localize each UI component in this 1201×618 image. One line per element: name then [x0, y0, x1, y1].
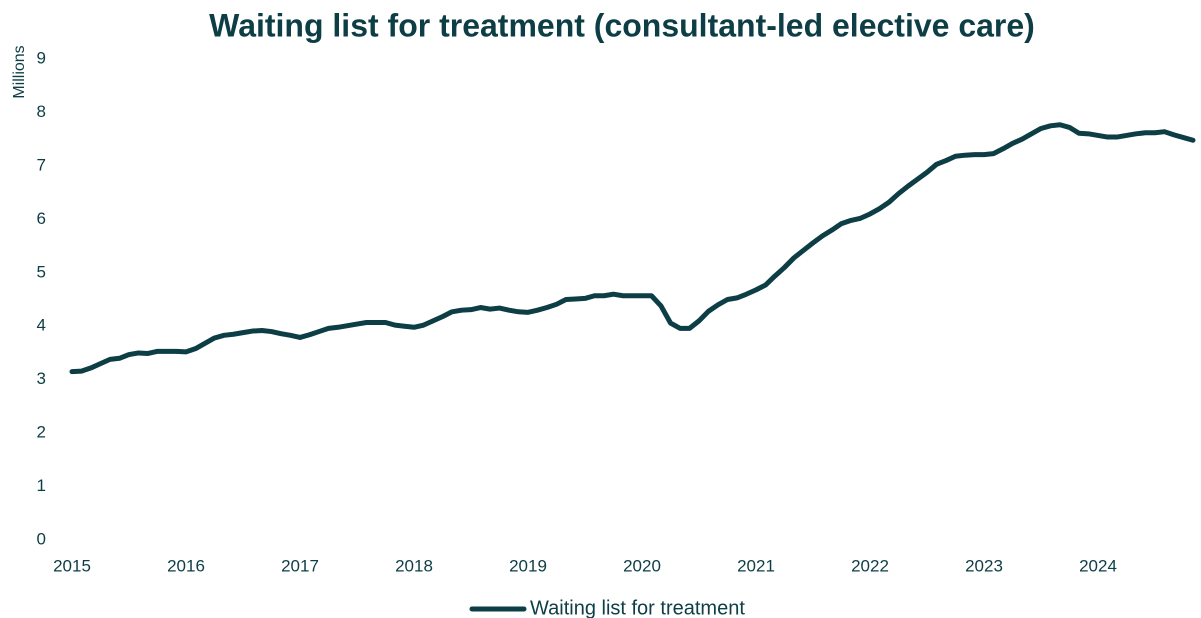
x-tick-label: 2016 [167, 556, 205, 575]
y-axis-label: Millions [11, 45, 28, 98]
x-tick-label: 2024 [1079, 556, 1117, 575]
y-tick-label: 0 [37, 529, 46, 548]
x-tick-label: 2015 [53, 556, 91, 575]
line [69, 122, 1196, 375]
y-tick-label: 6 [37, 209, 46, 228]
x-tick-label: 2018 [395, 556, 433, 575]
y-tick-label: 3 [37, 369, 46, 388]
y-tick-label: 1 [37, 476, 46, 495]
x-tick-label: 2022 [851, 556, 889, 575]
x-tick-label: 2017 [281, 556, 319, 575]
y-tick-label: 9 [37, 48, 46, 67]
x-tick-label: 2021 [737, 556, 775, 575]
x-tick-label: 2023 [965, 556, 1003, 575]
x-tick-label: 2020 [623, 556, 661, 575]
x-tick-label: 2019 [509, 556, 547, 575]
y-tick-label: 8 [37, 102, 46, 121]
chart-title: Waiting list for treatment (consultant-l… [209, 7, 1035, 43]
y-tick-label: 2 [37, 423, 46, 442]
y-tick-label: 4 [37, 316, 46, 335]
legend-label: Waiting list for treatment [530, 597, 745, 618]
y-tick-label: 7 [37, 155, 46, 174]
y-tick-label: 5 [37, 262, 46, 281]
